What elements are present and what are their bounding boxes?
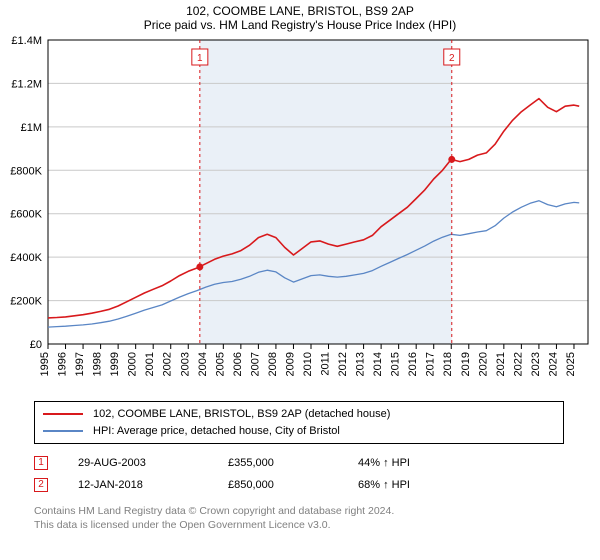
svg-text:2008: 2008 — [267, 352, 279, 376]
svg-text:2022: 2022 — [512, 352, 524, 376]
svg-text:2018: 2018 — [442, 352, 454, 376]
chart: £0 £200K £400K £600K £800K £1M £1.2M £1.4M 1995 1… — [0, 32, 600, 395]
sale-date: 29-AUG-2003 — [78, 457, 198, 469]
svg-text:2024: 2024 — [547, 352, 559, 376]
svg-text:£400K: £400K — [10, 252, 42, 264]
footer-line-2: This data is licensed under the Open Gov… — [34, 518, 600, 532]
svg-text:2023: 2023 — [530, 352, 542, 376]
sale-row: 2 12-JAN-2018 £850,000 68% ↑ HPI — [34, 474, 600, 496]
sales-table: 1 29-AUG-2003 £355,000 44% ↑ HPI 2 12-JA… — [34, 452, 600, 496]
svg-text:2009: 2009 — [284, 352, 296, 376]
svg-text:1997: 1997 — [74, 352, 86, 376]
sale-row: 1 29-AUG-2003 £355,000 44% ↑ HPI — [34, 452, 600, 474]
svg-text:2017: 2017 — [425, 352, 437, 376]
svg-text:£1.2M: £1.2M — [11, 78, 42, 90]
title-line-2: Price paid vs. HM Land Registry's House … — [0, 18, 600, 32]
sale-price: £355,000 — [228, 457, 328, 469]
svg-text:2014: 2014 — [372, 352, 384, 376]
svg-text:2007: 2007 — [249, 352, 261, 376]
svg-text:2025: 2025 — [565, 352, 577, 376]
svg-text:£200K: £200K — [10, 296, 42, 308]
svg-text:1995: 1995 — [39, 352, 51, 376]
svg-text:2003: 2003 — [179, 352, 191, 376]
svg-text:2013: 2013 — [355, 352, 367, 376]
svg-text:2012: 2012 — [337, 352, 349, 376]
svg-text:1998: 1998 — [92, 352, 104, 376]
sale-date: 12-JAN-2018 — [78, 479, 198, 491]
sale-diff: 44% ↑ HPI — [358, 457, 458, 469]
sale-marker-icon: 2 — [34, 478, 48, 492]
title-line-1: 102, COOMBE LANE, BRISTOL, BS9 2AP — [0, 4, 600, 18]
legend-swatch-line — [43, 413, 83, 415]
svg-text:2011: 2011 — [320, 352, 332, 376]
chart-svg: £0 £200K £400K £600K £800K £1M £1.2M £1.4M 1995 1… — [0, 32, 600, 392]
svg-text:2019: 2019 — [460, 352, 472, 376]
legend-label: 102, COOMBE LANE, BRISTOL, BS9 2AP (deta… — [93, 406, 390, 423]
svg-text:2002: 2002 — [162, 352, 174, 376]
legend-item: 102, COOMBE LANE, BRISTOL, BS9 2AP (deta… — [43, 406, 555, 423]
legend-swatch-line — [43, 430, 83, 432]
svg-text:£1M: £1M — [21, 122, 42, 134]
legend-item: HPI: Average price, detached house, City… — [43, 423, 555, 440]
svg-text:£800K: £800K — [10, 165, 42, 177]
svg-text:2004: 2004 — [197, 352, 209, 376]
legend-label: HPI: Average price, detached house, City… — [93, 423, 340, 440]
sale-diff: 68% ↑ HPI — [358, 479, 458, 491]
svg-text:2005: 2005 — [214, 352, 226, 376]
footer-line-1: Contains HM Land Registry data © Crown c… — [34, 504, 600, 518]
svg-text:£600K: £600K — [10, 209, 42, 221]
page: 102, COOMBE LANE, BRISTOL, BS9 2AP Price… — [0, 0, 600, 532]
legend: 102, COOMBE LANE, BRISTOL, BS9 2AP (deta… — [34, 401, 564, 444]
svg-text:2: 2 — [449, 53, 455, 64]
svg-text:2020: 2020 — [477, 352, 489, 376]
svg-text:2010: 2010 — [302, 352, 314, 376]
svg-text:£1.4M: £1.4M — [11, 35, 42, 47]
svg-text:2000: 2000 — [127, 352, 139, 376]
svg-text:2006: 2006 — [232, 352, 244, 376]
svg-text:1999: 1999 — [109, 352, 121, 376]
chart-titles: 102, COOMBE LANE, BRISTOL, BS9 2AP Price… — [0, 0, 600, 32]
sale-price: £850,000 — [228, 479, 328, 491]
footer: Contains HM Land Registry data © Crown c… — [34, 504, 600, 532]
svg-text:2015: 2015 — [390, 352, 402, 376]
svg-text:1: 1 — [197, 53, 203, 64]
svg-text:£0: £0 — [30, 339, 42, 351]
svg-text:2001: 2001 — [144, 352, 156, 376]
svg-text:1996: 1996 — [57, 352, 69, 376]
svg-text:2016: 2016 — [407, 352, 419, 376]
svg-text:2021: 2021 — [495, 352, 507, 376]
sale-marker-icon: 1 — [34, 456, 48, 470]
